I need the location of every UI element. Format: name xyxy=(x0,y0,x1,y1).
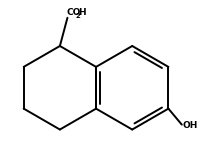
Text: CO: CO xyxy=(67,7,81,16)
Text: OH: OH xyxy=(183,121,198,130)
Text: 2: 2 xyxy=(75,13,80,19)
Text: H: H xyxy=(78,7,86,16)
